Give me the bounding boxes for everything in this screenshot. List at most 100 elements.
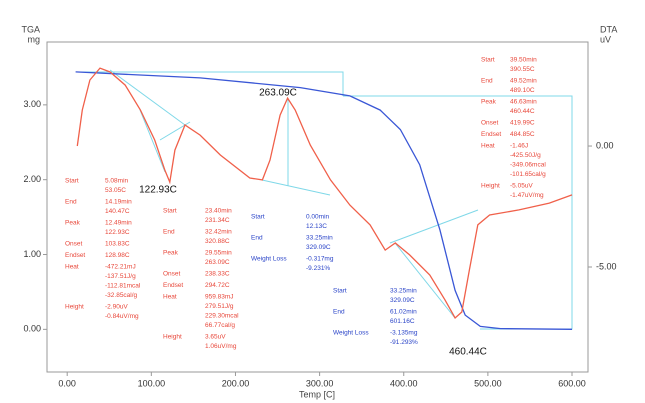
x-tick-label: 300.00 xyxy=(306,378,334,388)
annotation-value: 5.08min xyxy=(105,178,129,185)
x-tick-label: 100.00 xyxy=(138,378,166,388)
y-tick-label: 1.00 xyxy=(23,249,41,259)
annotation-label: Heat xyxy=(65,264,79,271)
annotation-value: -349.06mcal xyxy=(510,162,546,169)
annotation-value: 419.99C xyxy=(510,120,535,127)
tangent xyxy=(109,69,186,126)
annotation-value: 484.85C xyxy=(510,131,535,138)
annotation-value: -1.47uV/mg xyxy=(510,192,544,199)
annotation-label: Weight Loss xyxy=(333,330,369,337)
annotation-value: 320.88C xyxy=(205,238,230,245)
annotation-value: -91.293% xyxy=(390,339,418,346)
annotation-value: 12.49min xyxy=(105,220,132,227)
tangent xyxy=(261,179,331,196)
annotation-label: Onset xyxy=(481,120,499,127)
annotation-label: Endset xyxy=(163,282,183,289)
annotation-label: End xyxy=(65,199,77,206)
annotation-label: Endset xyxy=(481,131,501,138)
y-axis-title: TGA xyxy=(21,24,40,34)
annotation-label: Peak xyxy=(65,220,81,227)
annotation-label: Weight Loss xyxy=(251,256,287,263)
annotation-value: 140.47C xyxy=(105,208,130,215)
y-axis-unit: mg xyxy=(27,34,40,44)
construction-lines xyxy=(77,69,573,330)
peak-label: 263.09C xyxy=(259,88,297,99)
annotation-value: 601.16C xyxy=(390,318,415,325)
baseline-box xyxy=(343,95,573,330)
annotation-value: -0.317mg xyxy=(306,256,334,263)
y-tick-label: 2.00 xyxy=(23,174,41,184)
annotation-value: 1.06uV/mg xyxy=(205,343,237,350)
annotation-label: Onset xyxy=(163,271,181,278)
annotation-value: 103.83C xyxy=(105,241,130,248)
annotation-value: 263.09C xyxy=(205,259,230,266)
annotation-value: -3.135mg xyxy=(390,330,418,337)
annotation-value: 959.83mJ xyxy=(205,294,234,301)
annotation-label: End xyxy=(251,235,263,242)
annotation-label: Start xyxy=(163,208,177,215)
x-tick-label: 600.00 xyxy=(558,378,586,388)
tangent xyxy=(389,209,479,244)
annotation-value: 329.09C xyxy=(306,244,331,251)
annotation-value: 14.19min xyxy=(105,199,132,206)
annotation-label: End xyxy=(163,229,175,236)
y2-axis-title: DTA xyxy=(600,24,617,34)
annotation-value: 29.55min xyxy=(205,250,232,257)
y-tick-label: 3.00 xyxy=(23,99,41,109)
annotation-label: End xyxy=(481,78,493,85)
annotation-value: 460.44C xyxy=(510,108,535,115)
annotation-value: -2.90uV xyxy=(105,304,128,311)
annotation-value: 0.00min xyxy=(306,214,330,221)
y-tick-label: 0.00 xyxy=(23,324,41,334)
annotation-value: 238.33C xyxy=(205,271,230,278)
annotation-value: -5.05uV xyxy=(510,183,533,190)
annotation-label: Height xyxy=(163,334,182,341)
annotation-value: 32.42min xyxy=(205,229,232,236)
annotation-label: Heat xyxy=(163,294,177,301)
annotation-value: -9.231% xyxy=(306,265,330,272)
annotation-label: Start xyxy=(65,178,79,185)
annotation-value: 33.25min xyxy=(390,288,417,295)
annotation-value: -101.65cal/g xyxy=(510,171,546,178)
annotation-value: -1.46J xyxy=(510,143,528,150)
annotation-value: -472.21mJ xyxy=(105,264,136,271)
annotation-value: 39.50min xyxy=(510,57,537,64)
annotation-value: -137.51J/g xyxy=(105,273,136,280)
annotation-value: 122.93C xyxy=(105,229,130,236)
tangent xyxy=(394,242,456,319)
annotation-value: 231.34C xyxy=(205,217,230,224)
annotation-label: Start xyxy=(481,57,495,64)
series-line xyxy=(76,67,573,320)
annotation-label: Heat xyxy=(481,143,495,150)
x-tick-label: 500.00 xyxy=(474,378,502,388)
peak-label: 460.44C xyxy=(449,347,487,358)
annotation-label: Peak xyxy=(481,99,497,106)
annotation-value: 53.05C xyxy=(105,187,126,194)
annotation-label: Height xyxy=(481,183,500,190)
annotation-value: 489.10C xyxy=(510,87,535,94)
annotation-value: 294.72C xyxy=(205,282,230,289)
annotation-value: 49.52min xyxy=(510,78,537,85)
annotation-value: 23.40min xyxy=(205,208,232,215)
annotation-value: 229.30mcal xyxy=(205,313,239,320)
annotation-value: 279.51J/g xyxy=(205,303,234,310)
x-tick-label: 400.00 xyxy=(390,378,418,388)
annotation-value: 329.09C xyxy=(390,297,415,304)
peak-label: 122.93C xyxy=(139,185,177,196)
y2-axis-unit: uV xyxy=(600,34,611,44)
x-tick-label: 0.00 xyxy=(58,378,76,388)
annotation-value: -425.50J/g xyxy=(510,152,541,159)
annotation-value: 33.25min xyxy=(306,235,333,242)
y2-tick-label: -5.00 xyxy=(596,261,617,271)
annotation-value: 12.13C xyxy=(306,223,327,230)
series-line xyxy=(75,71,573,330)
tangent xyxy=(139,109,166,173)
x-tick-label: 200.00 xyxy=(222,378,250,388)
annotation-value: -0.84uV/mg xyxy=(105,313,139,320)
annotation-label: Start xyxy=(251,214,265,221)
annotation-label: End xyxy=(333,309,345,316)
annotation-value: 390.55C xyxy=(510,66,535,73)
x-axis-title: Temp [C] xyxy=(299,389,335,399)
annotation-value: 46.63min xyxy=(510,99,537,106)
